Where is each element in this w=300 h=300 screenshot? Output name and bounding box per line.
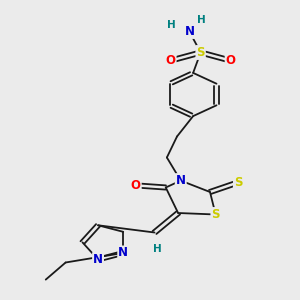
Text: O: O xyxy=(226,54,236,67)
Text: H: H xyxy=(167,20,176,31)
Text: S: S xyxy=(212,208,220,221)
Text: S: S xyxy=(234,176,242,189)
Text: H: H xyxy=(153,244,162,254)
Text: O: O xyxy=(166,54,176,67)
Text: S: S xyxy=(196,46,205,59)
Text: N: N xyxy=(93,253,103,266)
Text: N: N xyxy=(184,25,194,38)
Text: O: O xyxy=(131,179,141,192)
Text: N: N xyxy=(176,174,186,187)
Text: H: H xyxy=(197,15,206,26)
Text: N: N xyxy=(118,247,128,260)
